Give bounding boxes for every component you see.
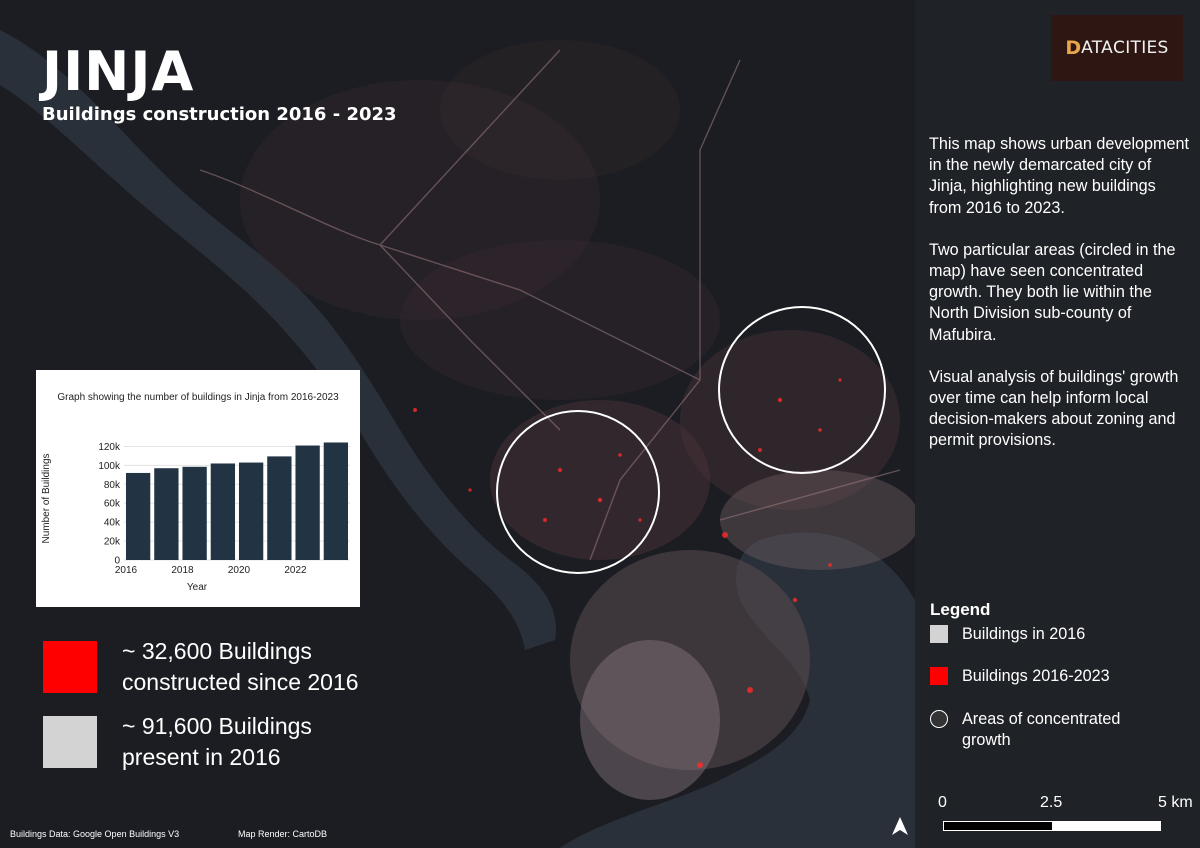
logo-ata: ATA [1081,38,1114,58]
bar [238,462,264,560]
scale-segment-black [944,822,1052,830]
red-swatch-icon [930,667,948,685]
description-paragraph: Visual analysis of buildings' growth ove… [929,367,1179,450]
legend-item-2016: Buildings in 2016 [930,624,1085,645]
logo-cities: CITIES [1113,38,1169,58]
y-tick-label: 0 [114,556,120,567]
bar [182,466,207,560]
footer-data-source: Buildings Data: Google Open Buildings V3 [10,829,180,839]
scale-segment-white [1052,822,1160,830]
side-panel [915,0,1200,848]
old-buildings-swatch [43,716,97,768]
y-tick-label: 40k [104,518,121,529]
grey-swatch-icon [930,625,948,643]
x-tick-label: 2016 [115,565,138,576]
scale-bar [943,821,1161,831]
bar [295,445,320,560]
legend-label: Buildings in 2016 [962,625,1086,643]
x-axis-label: Year [187,582,208,593]
description-paragraph: Two particular areas (circled in the map… [929,240,1176,344]
x-tick-label: 2020 [228,565,251,576]
x-tick-label: 2022 [284,565,307,576]
north-arrow-icon [892,817,908,835]
old-buildings-stat: ~ 91,600 Buildings present in 2016 [122,711,312,773]
y-tick-label: 20k [104,537,121,548]
scale-label-0: 0 [938,794,947,811]
bar [154,468,179,560]
y-axis-label: Number of Buildings [41,453,52,543]
legend-item-new: Buildings 2016-2023 [930,666,1110,687]
y-tick-label: 60k [104,499,121,510]
logo-d: D [1065,37,1082,59]
footer-map-render: Map Render: CartoDB [238,829,328,839]
scale-label-end: 5 km [1158,794,1193,811]
bar-chart: 0 20k 40k 60k 80k 100k 120k 2016 2018 2020 2022 Yea… [41,442,350,593]
legend-label: Buildings 2016-2023 [962,667,1110,685]
scale-label-mid: 2.5 [1040,794,1063,811]
river-water [0,30,556,650]
datacities-logo[interactable]: D ATA CITIES [1051,15,1183,81]
map-subtitle: Buildings construction 2016 - 2023 [42,104,397,125]
growth-area-circle-west [496,410,660,574]
bar [267,456,292,560]
new-buildings-stat: ~ 32,600 Buildings constructed since 201… [122,636,359,698]
legend-label: Areas of concentrated growth [962,710,1121,749]
bar [323,442,349,560]
bar [125,472,151,560]
south-lake-water [800,760,915,848]
stat-line: ~ 32,600 Buildings [122,638,312,664]
y-tick-label: 120k [98,442,121,453]
stat-line: present in 2016 [122,744,281,770]
legend-title: Legend [930,600,991,619]
x-tick-label: 2018 [171,565,194,576]
y-tick-label: 100k [98,461,121,472]
circle-icon [930,710,948,728]
new-buildings [413,378,842,768]
stat-line: ~ 91,600 Buildings [122,713,312,739]
legend-item-areas: Areas of concentrated growth [930,709,1130,751]
y-tick-label: 80k [104,480,121,491]
description-text: This map shows urban development in the … [929,134,1191,473]
chart-title: Graph showing the number of buildings in… [57,392,339,403]
description-paragraph: This map shows urban development in the … [929,135,1190,217]
growth-area-circle-east [718,306,886,474]
chart-panel: Graph showing the number of buildings in… [36,370,360,607]
lake-water [560,532,915,848]
map-title: JINJA [42,40,195,103]
roads [199,49,901,561]
new-buildings-swatch [43,641,97,693]
stat-line: constructed since 2016 [122,669,359,695]
bar [210,463,236,560]
